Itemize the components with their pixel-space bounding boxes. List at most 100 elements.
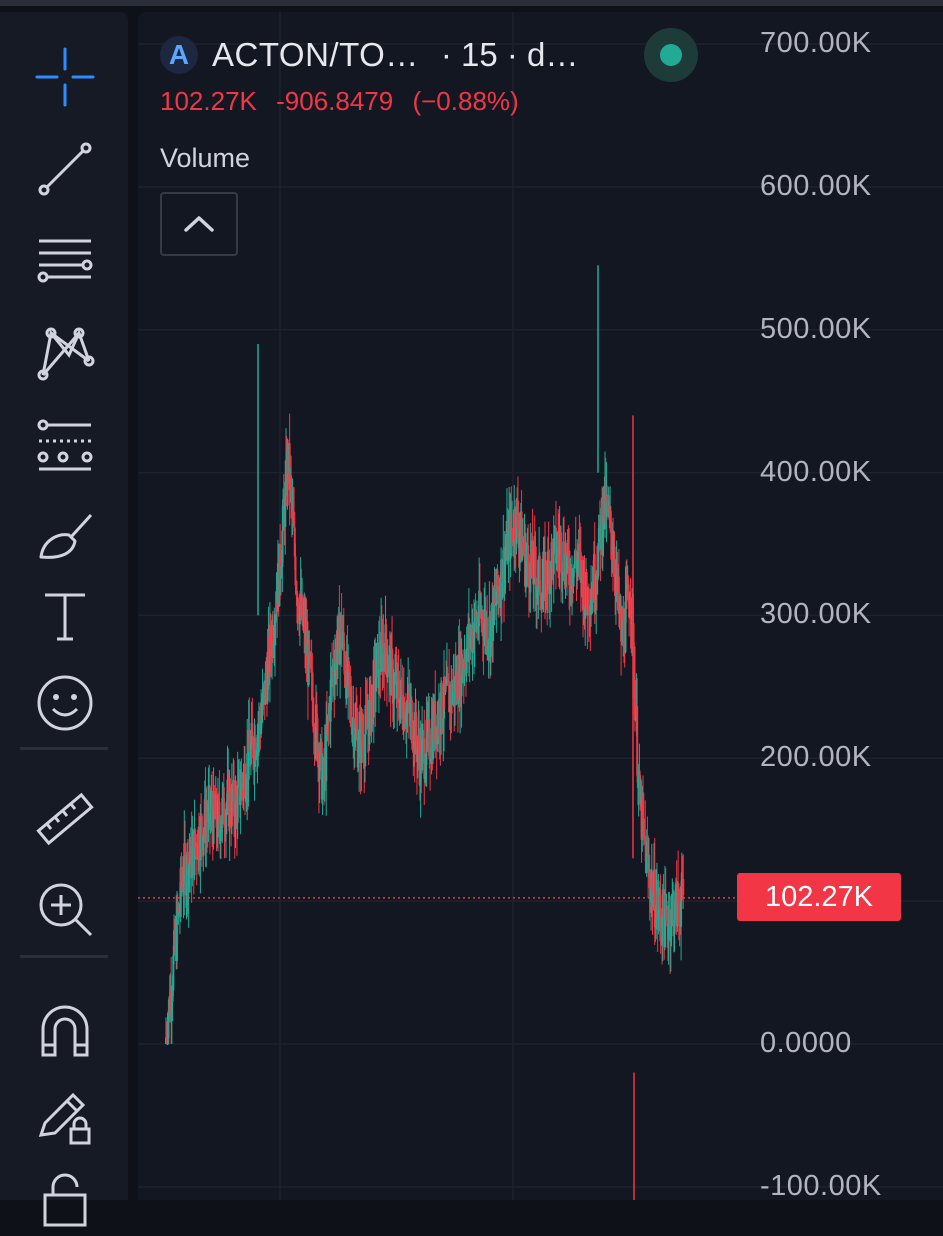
- candle-body: [313, 730, 316, 744]
- volume-indicator-label[interactable]: Volume: [160, 143, 251, 173]
- candle-body: [215, 794, 218, 828]
- brush-tool[interactable]: [28, 500, 102, 574]
- candle-body: [239, 796, 242, 806]
- candle-body: [238, 771, 241, 806]
- lock-tool[interactable]: [28, 1162, 102, 1236]
- candle-body: [207, 800, 210, 823]
- candle-body: [307, 640, 310, 685]
- lock-drawing-tool[interactable]: [28, 1080, 102, 1154]
- candle-body: [361, 740, 364, 742]
- fib-retracement-tool[interactable]: [28, 408, 102, 482]
- candle-body: [598, 514, 601, 526]
- candle-body: [256, 734, 259, 755]
- candle-body: [522, 541, 525, 548]
- candle-body: [633, 677, 636, 680]
- candle-body: [244, 763, 247, 799]
- candle-body: [349, 691, 352, 695]
- candle-body: [167, 1020, 170, 1044]
- candle-body: [504, 554, 507, 560]
- candle-body: [309, 655, 312, 669]
- candle-body: [579, 550, 582, 553]
- candle-body: [494, 603, 497, 606]
- candle-body: [318, 765, 321, 780]
- horizontal-lines-tool[interactable]: [28, 224, 102, 298]
- candle-body: [669, 926, 672, 942]
- candle-body: [639, 774, 642, 805]
- interval-text[interactable]: · 15 · d…: [440, 36, 579, 73]
- symbol-title[interactable]: ACTON/TO…: [212, 36, 419, 73]
- collapse-legend-button[interactable]: [160, 192, 238, 256]
- candle-body: [587, 589, 590, 616]
- candle-body: [320, 742, 323, 800]
- candle-body: [343, 651, 346, 675]
- candle-body: [194, 829, 197, 847]
- market-status[interactable]: [644, 28, 698, 82]
- candle-body: [342, 632, 345, 652]
- candle-body: [572, 568, 575, 587]
- candle-body: [391, 659, 394, 704]
- candle-body: [483, 623, 486, 641]
- candle-body: [326, 715, 329, 730]
- candle-body: [535, 589, 538, 598]
- candle-body: [444, 684, 447, 693]
- candle-body: [365, 707, 368, 714]
- candle-body: [576, 559, 579, 573]
- magnet-tool[interactable]: [28, 994, 102, 1068]
- candle-body: [282, 499, 285, 531]
- candle-body: [549, 570, 552, 594]
- text-icon: [45, 593, 85, 641]
- candle-body: [362, 741, 365, 757]
- candle-body: [302, 621, 305, 626]
- text-tool[interactable]: [28, 578, 102, 652]
- candle-body: [182, 884, 185, 888]
- candle-body: [581, 561, 584, 578]
- candle-body: [233, 780, 236, 817]
- candle-body: [521, 541, 524, 560]
- pattern-tool[interactable]: [28, 316, 102, 390]
- candle-body: [273, 642, 276, 644]
- price-axis-tick-label: 300.00K: [760, 598, 872, 631]
- candle-body: [327, 715, 330, 717]
- candle-body: [440, 682, 443, 727]
- candle-body: [659, 908, 662, 928]
- candle-body: [646, 846, 649, 854]
- candle-body: [197, 829, 200, 857]
- candle-body: [629, 610, 632, 614]
- price-chart[interactable]: [138, 12, 943, 1200]
- candle-body: [193, 829, 196, 876]
- last-price: 102.27K: [160, 86, 257, 116]
- emoji-tool[interactable]: [28, 666, 102, 740]
- candle-body: [612, 552, 615, 561]
- candle-body: [394, 680, 397, 682]
- chart-panel[interactable]: [138, 12, 943, 1200]
- candle-body: [486, 645, 489, 649]
- candle-body: [183, 843, 186, 885]
- candle-body: [240, 777, 243, 797]
- ruler-tool[interactable]: [28, 782, 102, 856]
- candle-body: [558, 539, 561, 556]
- candle-body: [662, 889, 665, 919]
- symbol-row[interactable]: A ACTON/TO… · 15 · d…: [160, 28, 698, 82]
- trend-line-tool[interactable]: [28, 132, 102, 206]
- candle-body: [584, 607, 587, 619]
- candle-body: [601, 529, 604, 548]
- candle-body: [281, 530, 284, 568]
- candle-body: [385, 653, 388, 678]
- candle-body: [412, 748, 415, 750]
- candle-body: [386, 672, 389, 678]
- price-axis-tick-label: 0.0000: [760, 1027, 852, 1059]
- candle-body: [202, 836, 205, 850]
- candle-body: [595, 580, 598, 600]
- candle-body: [573, 564, 576, 569]
- crosshair-tool[interactable]: [28, 40, 102, 114]
- candle-body: [260, 720, 263, 735]
- candle-body: [464, 660, 467, 670]
- candle-body: [252, 736, 255, 759]
- candle-body: [170, 1001, 173, 1013]
- candle-body: [500, 559, 503, 598]
- candle-body: [406, 704, 409, 708]
- candle-body: [237, 775, 240, 785]
- zoom-in-tool[interactable]: [28, 872, 102, 946]
- candle-body: [397, 678, 400, 703]
- candle-body: [487, 642, 490, 646]
